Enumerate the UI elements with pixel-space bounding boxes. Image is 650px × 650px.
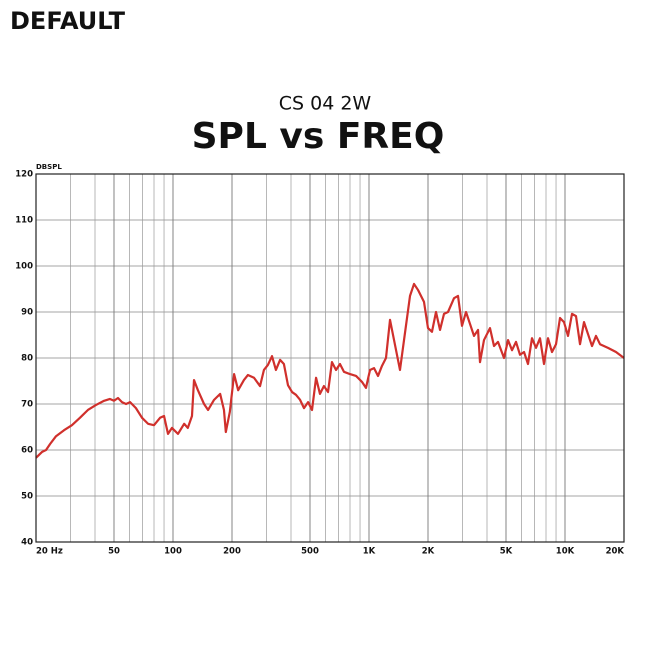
x-tick-label: 50: [108, 547, 120, 557]
x-tick-label: 5K: [500, 547, 513, 557]
x-tick-label: 200: [223, 547, 241, 557]
logo: DEFAULT: [10, 7, 126, 35]
y-tick-label: 40: [21, 538, 33, 548]
x-tick-label: 20 Hz: [36, 547, 63, 557]
response-line: [35, 282, 625, 459]
x-tick-label: 20K: [606, 547, 625, 557]
chart-title: CS 04 2W: [279, 93, 372, 115]
y-axis-label: DBSPL: [36, 163, 62, 171]
x-tick-label: 10K: [556, 547, 575, 557]
chart-subtitle: SPL vs FREQ: [192, 116, 445, 157]
x-tick-label: 1K: [363, 547, 376, 557]
x-tick-label: 500: [301, 547, 319, 557]
y-tick-label: 60: [21, 446, 33, 456]
x-tick-label: 2K: [422, 547, 435, 557]
y-tick-label: 70: [21, 400, 33, 410]
y-tick-label: 100: [15, 262, 33, 272]
x-tick-label: 100: [164, 547, 182, 557]
y-tick-label: 110: [15, 216, 33, 226]
y-tick-label: 120: [15, 170, 33, 180]
y-tick-label: 80: [21, 354, 33, 364]
y-tick-label: 90: [21, 308, 33, 318]
plot-frame: [35, 173, 625, 543]
y-tick-label: 50: [21, 492, 33, 502]
